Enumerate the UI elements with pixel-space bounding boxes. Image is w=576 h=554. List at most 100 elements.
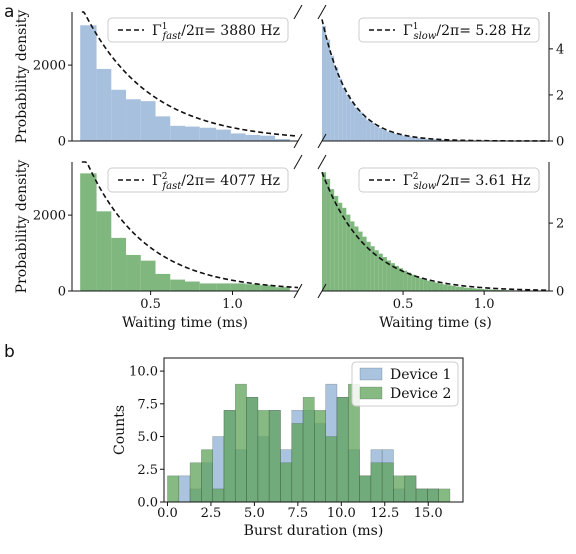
histogram-bar — [374, 250, 379, 291]
histogram-bar — [427, 280, 432, 291]
histogram-bar — [423, 279, 428, 291]
histogram-bar — [443, 284, 448, 291]
y-axis-label: Probability density — [14, 160, 30, 294]
histogram-bar — [370, 123, 375, 141]
histogram-bar — [435, 282, 440, 291]
histogram-bar — [302, 396, 315, 503]
histogram-bar — [496, 289, 501, 291]
y-tick-label: 0 — [556, 285, 564, 300]
histogram-bar — [438, 488, 451, 503]
histogram-bar — [366, 241, 371, 291]
legend-label: Γ1 slow/2π= 5.28 Hz — [403, 22, 531, 42]
histogram-bar — [185, 281, 200, 291]
histogram-bar — [336, 396, 349, 503]
histogram-bar — [362, 236, 367, 291]
x-axis-label: Waiting time (ms) — [122, 315, 248, 331]
histogram-bar — [404, 475, 417, 503]
histogram-bar — [374, 125, 379, 141]
histogram-bar — [419, 278, 424, 291]
x-tick-label: 5.0 — [244, 506, 265, 521]
histogram-bar — [96, 68, 112, 141]
histogram-bar — [346, 214, 351, 291]
legend-subscript: fast — [161, 31, 182, 42]
break-mark — [293, 133, 303, 149]
legend-value: /2π= 5.28 Hz — [436, 23, 530, 39]
histogram-bar — [330, 189, 335, 291]
chart-bottom-left: 0 2000 0.5 1.0 Waiting time (ms) Probability … — [14, 154, 303, 331]
y-tick-label: 0 — [58, 285, 66, 300]
histogram-bar — [140, 101, 156, 141]
histogram-bar — [126, 254, 141, 291]
histogram-bar — [201, 449, 213, 503]
histogram-bar — [350, 221, 355, 291]
legend-subscript: fast — [161, 181, 182, 192]
histogram-bar — [471, 288, 477, 291]
chart-burst-duration: 0.0 2.5 5.0 7.5 10.0 12.5 15.0 0.0 2.5 5.0 7.5 10.0… — [112, 357, 464, 539]
y-tick-label: 2000 — [33, 59, 66, 74]
x-axis-label: Waiting time (s) — [379, 315, 492, 331]
series-2 — [167, 383, 451, 503]
histogram-bar — [178, 475, 191, 503]
histogram-bar — [189, 462, 202, 503]
legend-superscript: 1 — [162, 22, 168, 32]
histogram-bar — [447, 285, 452, 291]
histogram-bar — [111, 237, 127, 291]
x-tick-label: 1.0 — [474, 297, 495, 312]
histogram-bar — [325, 436, 338, 503]
histogram-bar — [427, 488, 439, 503]
histogram-bar — [427, 139, 432, 141]
histogram-bar — [354, 107, 359, 141]
legend-superscript: 2 — [162, 172, 168, 182]
histogram-bar — [346, 94, 351, 141]
legend-label: Γ2 slow/2π= 3.61 Hz — [403, 172, 531, 192]
histogram-bar — [362, 116, 367, 141]
histogram-bar — [492, 289, 497, 291]
legend-value: /2π= 3880 Hz — [181, 23, 280, 39]
fit-line — [321, 171, 550, 292]
histogram-bar — [394, 134, 400, 141]
histogram-bar — [326, 39, 331, 142]
y-tick-label: 0 — [58, 135, 66, 150]
legend-subscript: slow — [413, 31, 436, 42]
legend-box — [358, 17, 540, 43]
histogram-bar — [322, 25, 327, 142]
histogram-bar — [455, 286, 460, 291]
panel-letter-a: a — [4, 2, 14, 22]
histogram-bar — [390, 132, 395, 141]
histogram-bar — [382, 257, 387, 291]
histogram-bar — [234, 383, 247, 503]
y-tick-label: 2.5 — [137, 463, 158, 478]
break-mark — [293, 154, 303, 170]
legend-symbol: Γ — [403, 23, 413, 39]
legend-label: Γ1 fast/2π= 3880 Hz — [152, 22, 280, 42]
x-axis-label: Burst duration (ms) — [244, 523, 384, 539]
histogram-bar — [260, 135, 276, 141]
histogram-bar — [268, 410, 281, 503]
y-tick-label: 0 — [556, 135, 564, 150]
histogram-bar — [338, 78, 343, 141]
histogram-bar — [467, 287, 472, 291]
histogram-bar — [411, 137, 416, 141]
histogram-bar — [411, 274, 416, 291]
histogram-bar — [378, 128, 383, 141]
plot-frame — [163, 357, 464, 503]
histogram-bar — [155, 273, 171, 291]
histogram-bar — [260, 285, 276, 291]
histogram-bar — [155, 116, 171, 141]
histogram-bar — [212, 488, 225, 503]
histogram-bar — [246, 396, 259, 503]
histogram-bar — [111, 89, 127, 141]
legend-value: /2π= 3.61 Hz — [436, 173, 530, 189]
histogram-bar — [199, 283, 217, 291]
x-tick-label: 10.0 — [327, 506, 356, 521]
histogram-bar — [390, 263, 395, 291]
panel-letter-b: b — [4, 342, 15, 362]
histogram-bar — [480, 288, 485, 291]
histogram-bar — [96, 211, 112, 291]
histogram-bar — [439, 139, 444, 141]
histogram-bar — [370, 246, 375, 291]
histogram-bar — [167, 475, 180, 503]
histogram-bar — [415, 276, 420, 291]
y-tick-label: 2 — [556, 217, 564, 232]
histogram-bar — [185, 126, 200, 141]
